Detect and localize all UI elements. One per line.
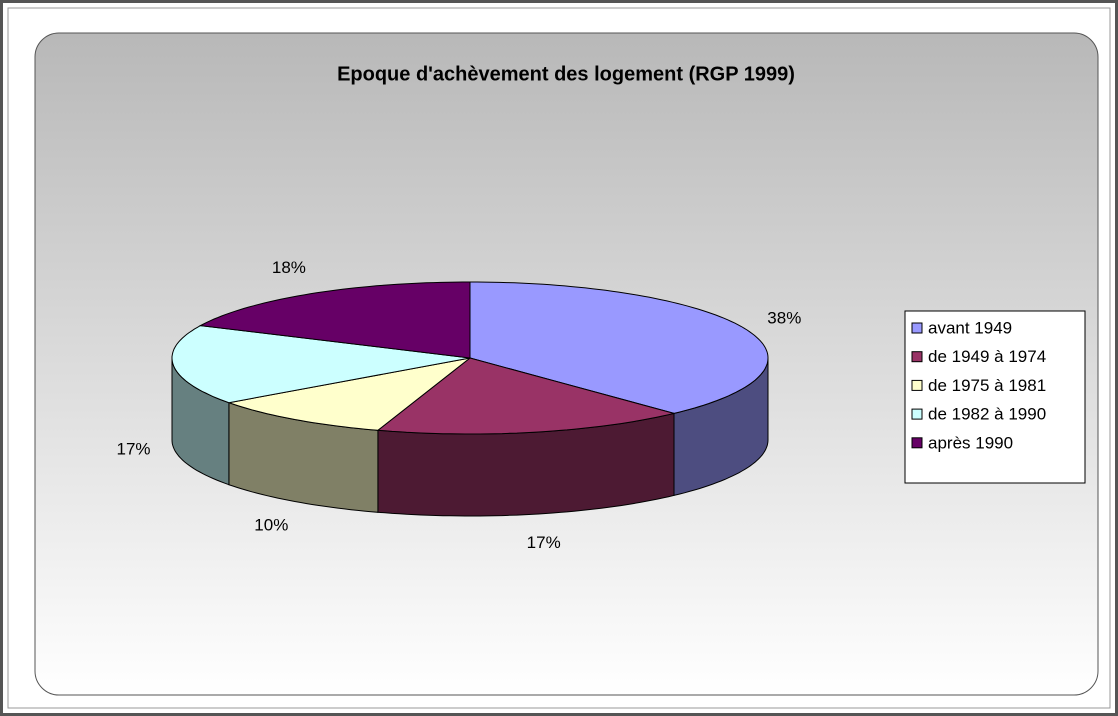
chart-title: Epoque d'achèvement des logement (RGP 19… (337, 63, 795, 85)
legend-label: de 1982 à 1990 (928, 405, 1046, 424)
legend-label: de 1975 à 1981 (928, 376, 1046, 395)
data-label: 18% (272, 258, 306, 277)
legend-swatch (911, 437, 923, 449)
legend-swatch (911, 408, 923, 420)
inner-frame (7, 7, 1111, 709)
legend-swatch (911, 322, 923, 334)
slice (376, 357, 675, 435)
data-label: 10% (254, 515, 288, 534)
data-label: 17% (116, 439, 150, 458)
legend-label: avant 1949 (928, 318, 1012, 337)
slice (228, 357, 471, 431)
data-label: 38% (767, 308, 801, 327)
legend (904, 310, 1086, 484)
legend-swatch (911, 351, 923, 363)
data-label: 17% (527, 533, 561, 552)
legend-label: après 1990 (928, 433, 1013, 452)
slice (469, 281, 769, 414)
slice (198, 281, 471, 359)
slice (171, 325, 471, 404)
legend-swatch (911, 379, 923, 391)
legend-label: de 1949 à 1974 (928, 347, 1046, 366)
